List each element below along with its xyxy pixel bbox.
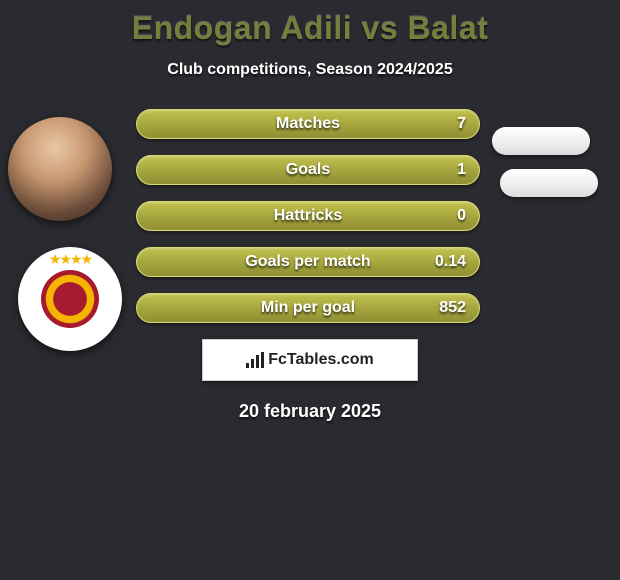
stat-row-goals: Goals 1 xyxy=(136,155,480,185)
attribution-box[interactable]: FcTables.com xyxy=(202,339,418,381)
stat-row-hattricks: Hattricks 0 xyxy=(136,201,480,231)
stat-row-matches: Matches 7 xyxy=(136,109,480,139)
stat-value: 0.14 xyxy=(435,247,466,277)
stat-row-min-per-goal: Min per goal 852 xyxy=(136,293,480,323)
club-crest-icon xyxy=(41,270,99,328)
stat-bars: Matches 7 Goals 1 Hattricks 0 Goals per … xyxy=(136,109,480,323)
stat-value: 0 xyxy=(457,201,466,231)
comparison-panel: ★★★★ Matches 7 Goals 1 Hattricks 0 Goals… xyxy=(0,109,620,422)
subtitle: Club competitions, Season 2024/2025 xyxy=(0,61,620,79)
stat-value: 7 xyxy=(457,109,466,139)
blank-pill-1 xyxy=(492,127,590,155)
player2-club-badge: ★★★★ xyxy=(18,247,122,351)
stat-value: 852 xyxy=(439,293,466,323)
stat-label: Hattricks xyxy=(136,201,480,231)
stat-label: Min per goal xyxy=(136,293,480,323)
stat-label: Matches xyxy=(136,109,480,139)
page-title: Endogan Adili vs Balat xyxy=(0,0,620,47)
attribution-text: FcTables.com xyxy=(268,351,374,369)
player1-avatar xyxy=(8,117,112,221)
date-text: 20 february 2025 xyxy=(0,401,620,422)
bar-chart-icon xyxy=(246,352,264,368)
club-stars-icon: ★★★★ xyxy=(18,251,122,268)
blank-pill-2 xyxy=(500,169,598,197)
stat-label: Goals per match xyxy=(136,247,480,277)
stat-value: 1 xyxy=(457,155,466,185)
stat-row-goals-per-match: Goals per match 0.14 xyxy=(136,247,480,277)
stat-label: Goals xyxy=(136,155,480,185)
